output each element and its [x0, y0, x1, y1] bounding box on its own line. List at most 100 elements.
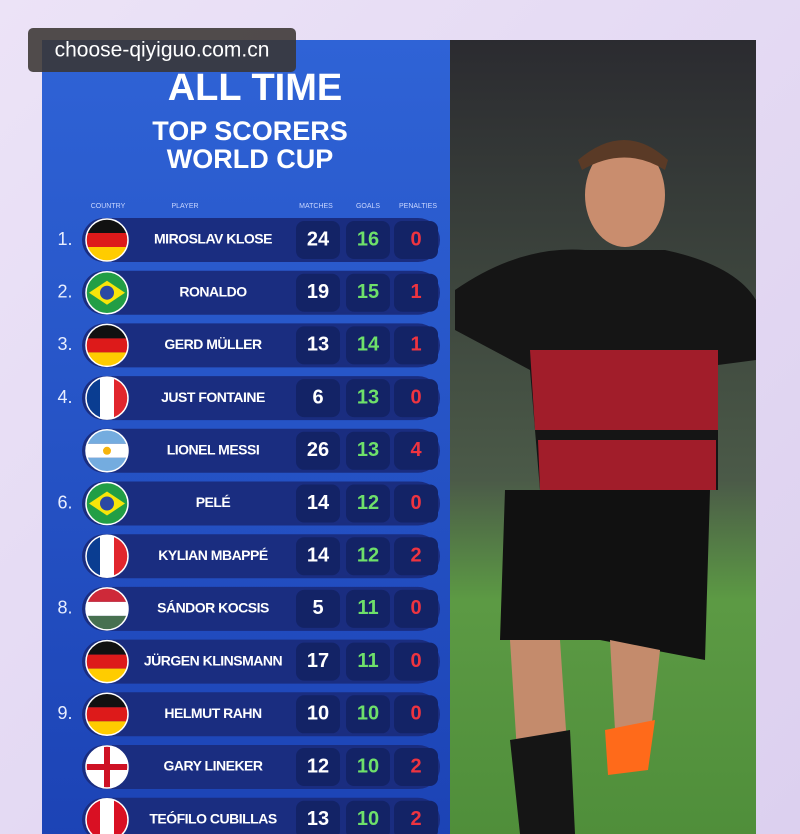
- flag-ring: [85, 587, 129, 631]
- rank: 1.: [57, 229, 72, 249]
- table-row: KYLIAN MBAPPÉ 14 12 2: [82, 534, 440, 579]
- player-name: JUST FONTAINE: [161, 389, 265, 405]
- penalties: 1: [410, 334, 421, 356]
- cell-box: [296, 431, 340, 470]
- player-figure: [455, 140, 756, 834]
- cell-box: [296, 273, 340, 312]
- table-row: JÜRGEN KLINSMANN 17 11 0: [82, 639, 440, 684]
- player-name: LIONEL MESSI: [167, 442, 260, 458]
- cell-box: [394, 221, 438, 259]
- flag-ring: [85, 323, 129, 368]
- penalties: 2: [410, 544, 421, 566]
- cell-box: [296, 695, 340, 734]
- flag-ring: [85, 481, 129, 526]
- player-name: MIROSLAV KLOSE: [154, 231, 272, 247]
- cell-box: [346, 379, 390, 418]
- table-row: TEÓFILO CUBILLAS 13 10 2: [82, 797, 440, 834]
- watermark: choose-qiyiguo.com.cn: [55, 39, 270, 62]
- rank: 3.: [57, 334, 72, 354]
- column-header: PLAYER: [171, 203, 198, 210]
- player-name: PELÉ: [196, 494, 231, 510]
- player-name: SÁNDOR KOCSIS: [157, 600, 269, 616]
- flag-ring: [85, 639, 129, 684]
- cell-box: [394, 748, 438, 786]
- cell-box: [296, 800, 340, 834]
- flag-part: [86, 338, 128, 353]
- cell-box: [296, 642, 340, 681]
- cell-box: [296, 537, 340, 576]
- subtitle: WORLD CUP: [167, 144, 333, 174]
- title: ALL TIME: [168, 67, 343, 109]
- flag: [86, 746, 128, 788]
- player-name: GERD MÜLLER: [164, 336, 262, 352]
- goals: 10: [357, 808, 379, 830]
- table-row: 9. HELMUT RAHN 10 10 0: [57, 692, 440, 737]
- column-header: PENALTIES: [399, 203, 437, 210]
- cell-box: [346, 748, 390, 786]
- flag-part: [100, 285, 114, 300]
- rank: 8.: [57, 598, 72, 618]
- cell-box: [394, 379, 438, 418]
- flag-part: [100, 798, 114, 834]
- matches: 14: [307, 544, 330, 566]
- matches: 13: [307, 334, 329, 356]
- goals: 14: [357, 334, 380, 356]
- penalties: 0: [410, 386, 421, 408]
- cell-box: [346, 695, 390, 734]
- penalties: 0: [410, 228, 421, 250]
- flag-ring: [85, 692, 129, 737]
- flag: [86, 482, 128, 525]
- rank: 2.: [57, 281, 72, 301]
- flag-part: [86, 707, 128, 722]
- goals: 16: [357, 228, 379, 250]
- cell-box: [394, 431, 438, 470]
- rank: 4.: [57, 387, 72, 407]
- flag-part: [86, 654, 128, 669]
- cell-box: [346, 642, 390, 681]
- player-name: HELMUT RAHN: [164, 705, 262, 721]
- goals: 15: [357, 281, 379, 303]
- cell-box: [394, 800, 438, 834]
- table-row: 6. PELÉ 14 12 0: [57, 481, 440, 526]
- cell-box: [394, 695, 438, 734]
- cell-box: [394, 537, 438, 576]
- player-name: JÜRGEN KLINSMANN: [144, 652, 283, 668]
- matches: 26: [307, 439, 329, 461]
- flag-part: [86, 233, 128, 247]
- cell-box: [296, 589, 340, 628]
- cell-box: [394, 273, 438, 312]
- cell-box: [394, 589, 438, 628]
- matches: 10: [307, 703, 329, 725]
- matches: 5: [312, 597, 323, 619]
- rank: 6.: [57, 492, 72, 512]
- cell-box: [296, 484, 340, 523]
- watermark-box: [28, 28, 296, 72]
- column-header: COUNTRY: [91, 203, 126, 210]
- table-row: 2. RONALDO 19 15 1: [57, 270, 440, 315]
- cell-box: [346, 273, 390, 312]
- matches: 6: [312, 386, 323, 408]
- matches: 12: [307, 755, 329, 777]
- flag-ring: [85, 218, 129, 262]
- goals: 12: [357, 544, 379, 566]
- cell-box: [394, 484, 438, 523]
- goals: 10: [357, 755, 379, 777]
- table-row: 8. SÁNDOR KOCSIS 5 11 0: [57, 586, 440, 631]
- penalties: 2: [410, 808, 421, 830]
- cell-box: [394, 326, 438, 365]
- flag-part: [86, 764, 128, 770]
- table-row: GARY LINEKER 12 10 2: [82, 745, 440, 789]
- matches: 13: [307, 808, 329, 830]
- cell-box: [394, 642, 438, 681]
- goals: 13: [357, 386, 379, 408]
- penalties: 2: [410, 755, 421, 777]
- flag-ring: [85, 270, 129, 315]
- table: COUNTRY PLAYER MATCHES GOALS PENALTIES 1. MIRO…: [57, 203, 440, 834]
- flag-part: [100, 377, 114, 420]
- cell-box: [346, 326, 390, 365]
- matches: 14: [307, 492, 330, 514]
- flag-ring: [85, 429, 129, 473]
- column-header: GOALS: [356, 203, 380, 210]
